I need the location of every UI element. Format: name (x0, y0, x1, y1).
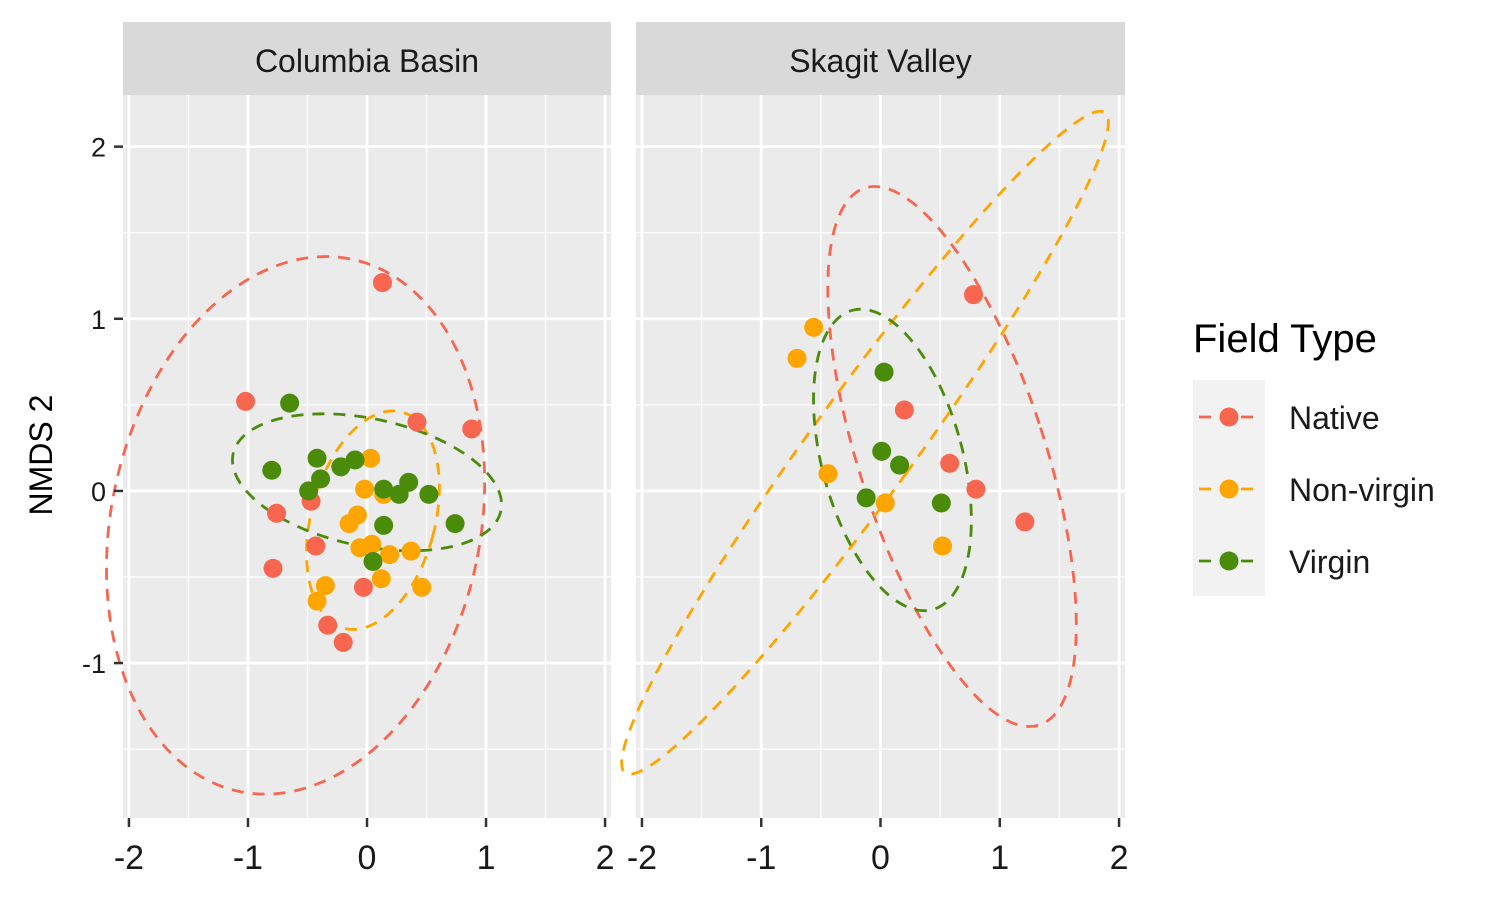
legend-items: Native Non-virgin Virgin (1199, 400, 1435, 580)
point-non-virgin-skagit-valley-4 (933, 536, 953, 556)
point-non-virgin-columbia-basin-1 (355, 479, 375, 499)
point-virgin-columbia-basin-10 (419, 484, 439, 504)
point-native-columbia-basin-1 (236, 391, 256, 411)
x-axis-skagit-valley: -2 -1 0 1 2 (627, 818, 1129, 877)
legend-key-point-non-virgin (1219, 479, 1239, 499)
point-native-columbia-basin-6 (306, 536, 326, 556)
point-native-skagit-valley-3 (966, 479, 986, 499)
point-virgin-columbia-basin-0 (280, 393, 300, 413)
x-tick-label: 1 (477, 839, 496, 877)
point-non-virgin-columbia-basin-4 (339, 514, 359, 534)
legend: Field Type Native Non-virgin Virgin (1193, 317, 1435, 596)
point-virgin-columbia-basin-11 (374, 515, 394, 535)
x-tick-label: -1 (233, 839, 263, 877)
point-virgin-columbia-basin-4 (345, 450, 365, 470)
point-virgin-skagit-valley-0 (874, 362, 894, 382)
strip-skagit-valley (636, 22, 1125, 95)
point-native-skagit-valley-1 (894, 400, 914, 420)
point-non-virgin-columbia-basin-11 (315, 576, 335, 596)
point-native-columbia-basin-9 (318, 615, 338, 635)
x-tick-label: 2 (596, 839, 615, 877)
points-columbia-basin (236, 273, 482, 652)
ellipse-native-skagit-valley (826, 185, 1078, 728)
point-virgin-skagit-valley-3 (856, 488, 876, 508)
point-native-columbia-basin-2 (407, 412, 427, 432)
point-non-virgin-columbia-basin-10 (412, 577, 432, 597)
point-virgin-columbia-basin-6 (311, 469, 331, 489)
point-non-virgin-columbia-basin-9 (371, 569, 391, 589)
point-native-columbia-basin-10 (333, 632, 353, 652)
y-tick-label: 0 (91, 477, 106, 507)
x-tick-label: 1 (990, 839, 1009, 877)
x-tick-label: 2 (1110, 839, 1129, 877)
point-native-skagit-valley-4 (1015, 512, 1035, 532)
ellipse-non-virgin-skagit-valley (620, 109, 1110, 776)
point-native-columbia-basin-5 (267, 503, 287, 523)
point-native-columbia-basin-7 (263, 558, 283, 578)
point-non-virgin-columbia-basin-6 (362, 534, 382, 554)
y-tick-label: -1 (82, 649, 106, 679)
point-non-virgin-skagit-valley-2 (818, 464, 838, 484)
point-virgin-skagit-valley-4 (931, 493, 951, 513)
point-native-skagit-valley-2 (940, 453, 960, 473)
legend-key-point-native (1219, 407, 1239, 427)
point-native-columbia-basin-8 (353, 577, 373, 597)
point-native-columbia-basin-3 (462, 419, 482, 439)
points-skagit-valley (787, 285, 1035, 556)
strip-label-skagit-valley: Skagit Valley (789, 43, 972, 79)
point-virgin-columbia-basin-5 (299, 481, 319, 501)
point-non-virgin-columbia-basin-0 (361, 448, 381, 468)
x-tick-label: 0 (871, 839, 890, 877)
x-tick-label: 0 (358, 839, 377, 877)
point-non-virgin-columbia-basin-8 (401, 541, 421, 561)
y-axis-title: NMDS 2 (23, 395, 59, 516)
point-virgin-columbia-basin-1 (262, 460, 282, 480)
x-tick-label: -2 (627, 839, 657, 877)
point-non-virgin-skagit-valley-1 (787, 348, 807, 368)
legend-title: Field Type (1193, 317, 1377, 361)
point-native-columbia-basin-0 (372, 273, 392, 293)
point-virgin-columbia-basin-7 (374, 479, 394, 499)
point-virgin-skagit-valley-2 (890, 455, 910, 475)
x-tick-label: -1 (746, 839, 776, 877)
point-virgin-columbia-basin-3 (331, 457, 351, 477)
point-virgin-skagit-valley-1 (872, 441, 892, 461)
gridlines-skagit-valley (636, 95, 1125, 818)
y-tick-label: 1 (91, 305, 106, 335)
y-axis: -1 0 1 2 (82, 133, 123, 679)
point-non-virgin-columbia-basin-12 (307, 591, 327, 611)
point-non-virgin-skagit-valley-0 (804, 317, 824, 337)
y-tick-label: 2 (91, 133, 106, 163)
legend-label-virgin: Virgin (1289, 544, 1370, 580)
ellipse-native-columbia-basin (105, 255, 487, 796)
strip-label-columbia-basin: Columbia Basin (255, 43, 479, 79)
ellipse-virgin-columbia-basin (231, 412, 503, 553)
legend-key-point-virgin (1219, 551, 1239, 571)
point-native-skagit-valley-0 (964, 285, 984, 305)
panel-skagit-valley: Skagit Valley -2 -1 0 1 2 (620, 22, 1129, 877)
point-virgin-columbia-basin-9 (389, 484, 409, 504)
panel-columbia-basin: Columbia Basin -2 -1 0 1 2 (105, 22, 615, 877)
legend-label-non-virgin: Non-virgin (1289, 472, 1435, 508)
strip-columbia-basin (123, 22, 611, 95)
point-non-virgin-skagit-valley-3 (875, 493, 895, 513)
point-virgin-columbia-basin-2 (307, 448, 327, 468)
x-tick-label: -2 (114, 839, 144, 877)
legend-label-native: Native (1289, 400, 1380, 436)
point-non-virgin-columbia-basin-7 (380, 545, 400, 565)
x-axis-columbia-basin: -2 -1 0 1 2 (114, 818, 615, 877)
point-virgin-columbia-basin-13 (363, 552, 383, 572)
point-virgin-columbia-basin-12 (445, 514, 465, 534)
